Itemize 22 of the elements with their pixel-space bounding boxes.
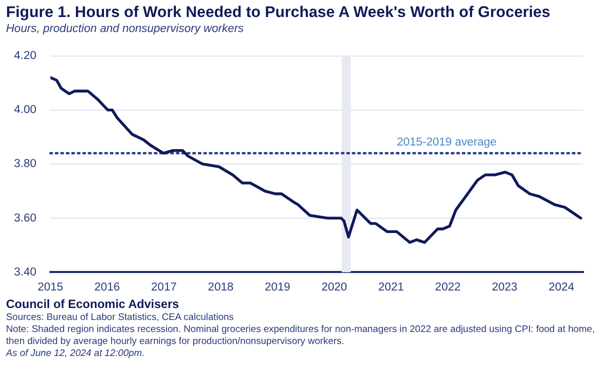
x-tick-label: 2019 xyxy=(264,281,290,294)
source-note: Sources: Bureau of Labor Statistics, CEA calculations xyxy=(6,312,235,324)
text: Council of Economic Advisers xyxy=(6,297,180,312)
x-tick-label: 2017 xyxy=(151,281,177,294)
x-tick-label: 2023 xyxy=(492,281,518,294)
y-tick-label: 3.80 xyxy=(14,158,36,170)
x-tick-label: 2020 xyxy=(321,281,348,294)
ref-line-label: 2015-2019 average xyxy=(396,136,497,149)
x-tick-label: 2018 xyxy=(208,281,234,294)
text: Note: Shaded region indicates recession. Nominal groceries expenditures for non-managers in 2022 are adjusted using CPI: food at home, then divided by average hourly earnings for production/nonsupervisory workers. xyxy=(6,324,596,348)
y-tick-label: 4.20 xyxy=(14,50,36,62)
text: As of June 12, 2024 at 12:00pm. xyxy=(6,348,146,360)
x-tick-label: 2021 xyxy=(378,281,404,294)
x-tick-label: 2022 xyxy=(435,281,461,294)
chart-subtitle: Hours, production and nonsupervisory workers xyxy=(6,23,245,35)
x-tick-label: 2015 xyxy=(38,281,64,294)
y-tick-label: 3.40 xyxy=(14,266,36,278)
x-tick-label: 2016 xyxy=(94,281,120,294)
y-tick-label: 3.60 xyxy=(14,212,36,224)
chart-title: Figure 1. Hours of Work Needed to Purchase A Week's Worth of Groceries xyxy=(6,4,552,22)
y-tick-label: 4.00 xyxy=(14,104,36,116)
x-tick-label: 2024 xyxy=(548,281,575,294)
